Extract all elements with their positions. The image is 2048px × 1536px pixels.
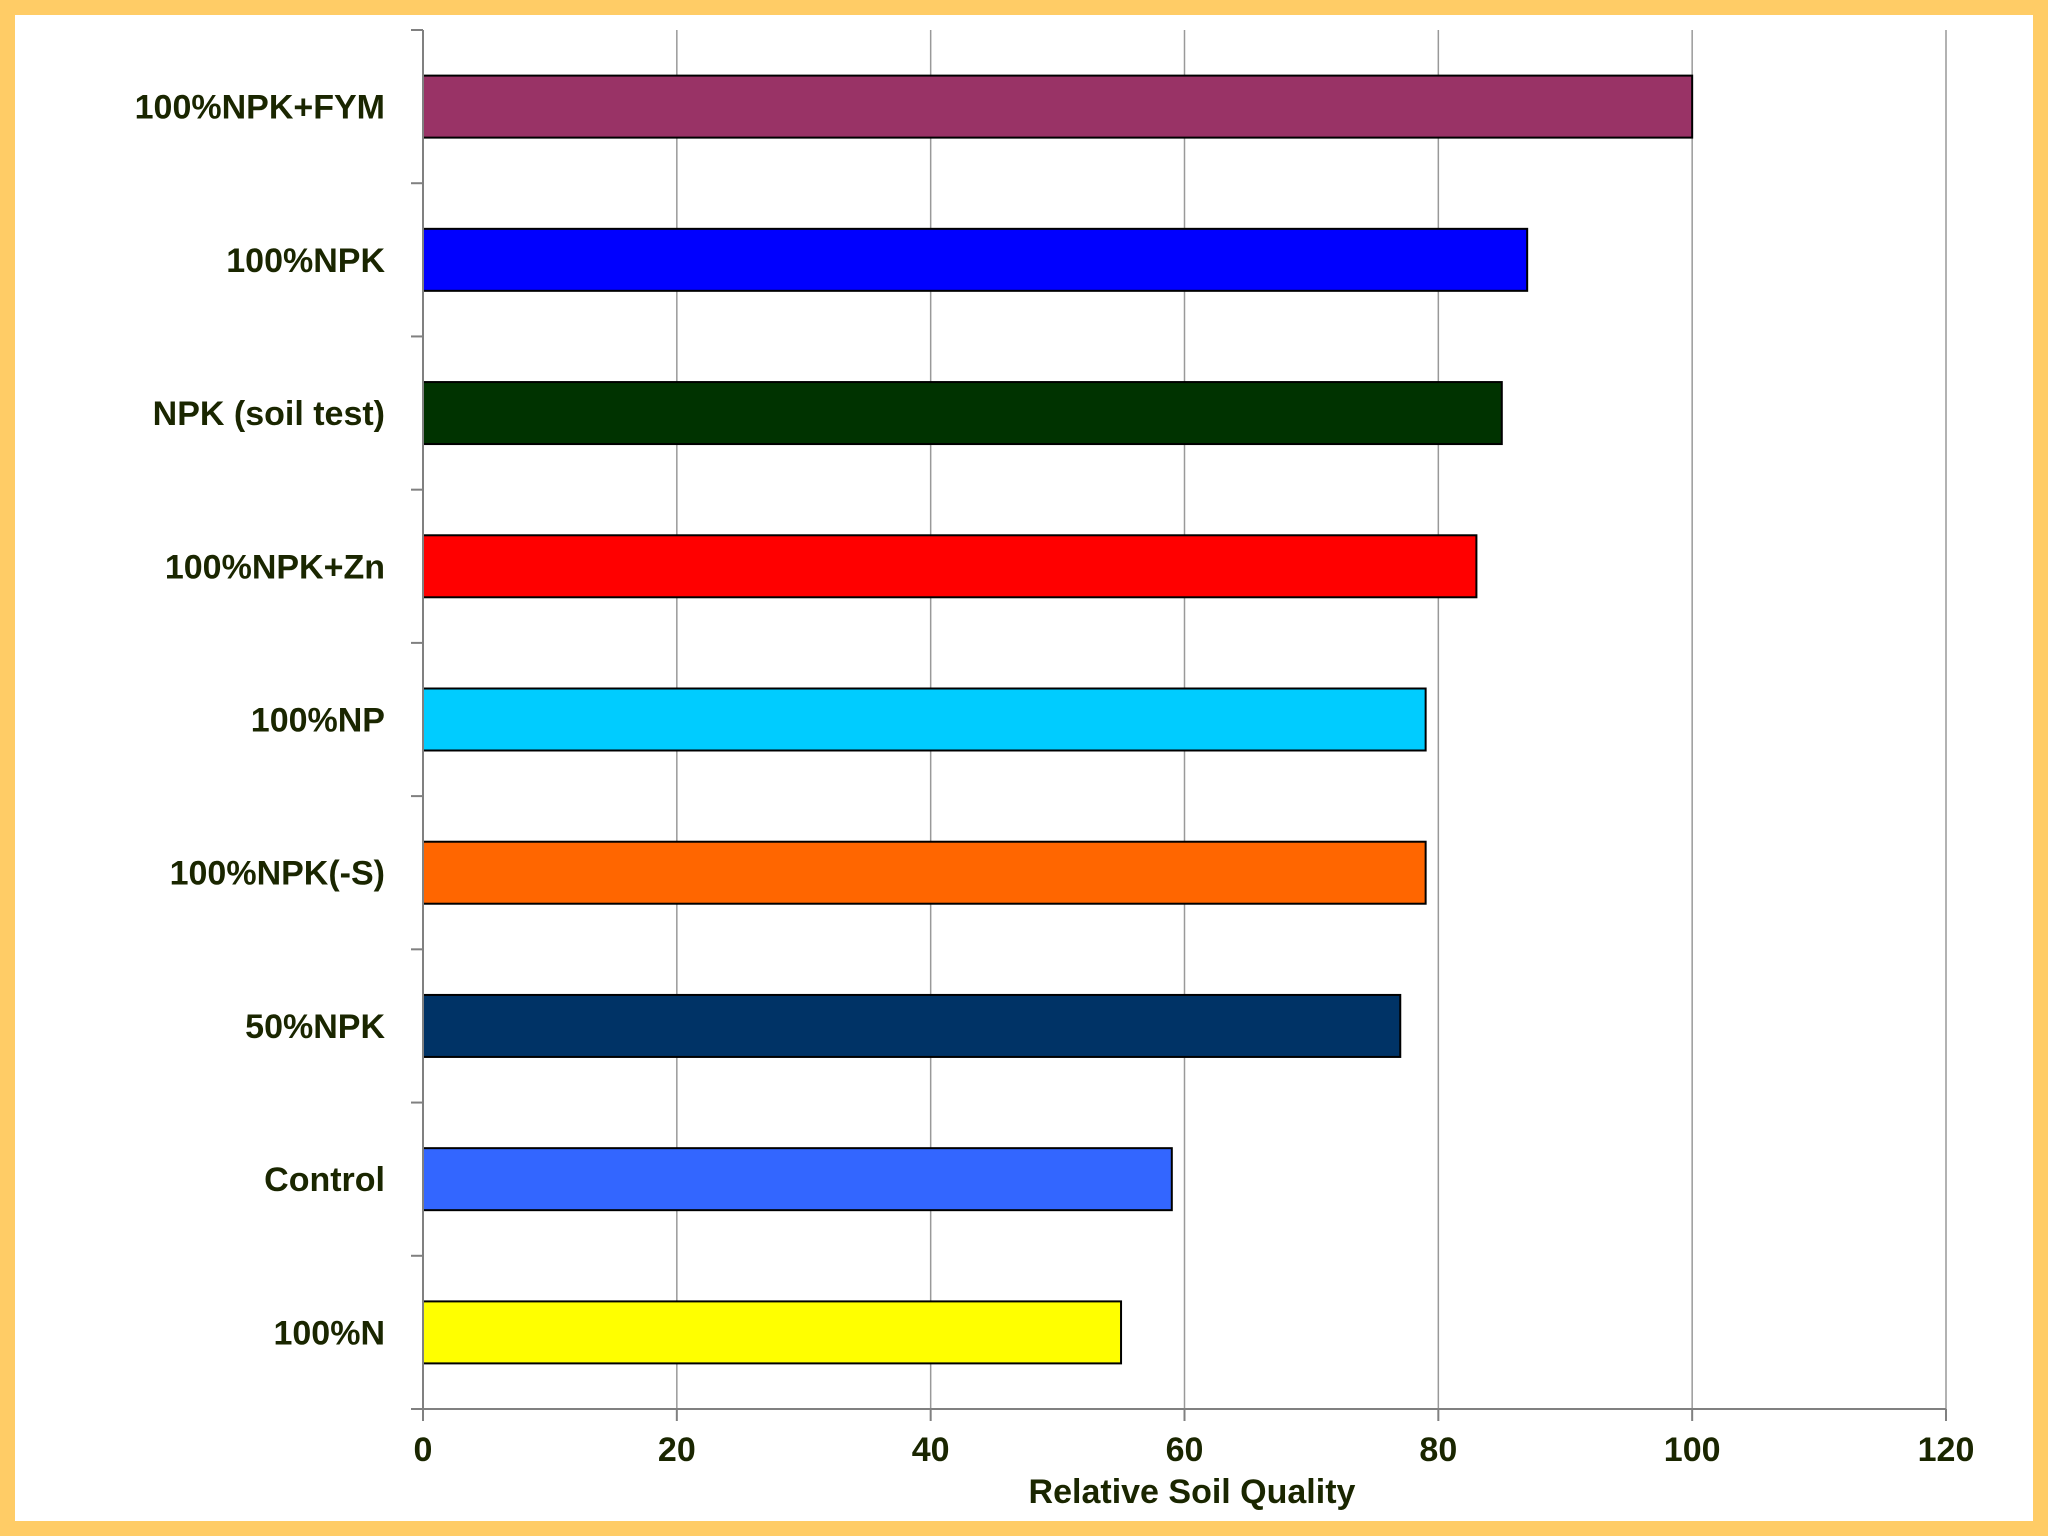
category-label-2: NPK (soil test) [153,395,385,433]
x-tick-labels: 0 20 40 60 80 100 120 [414,1431,1975,1469]
bar-3 [422,534,1478,599]
bar-4 [422,687,1427,752]
bar-0 [422,74,1694,139]
category-label-4: 100%NP [251,702,385,740]
chart-frame: 100%NPK+FYM 100%NPK NPK (soil test) 100%NPK… [15,15,2033,1521]
category-label-3: 100%NPK+Zn [165,548,385,586]
bar-1 [422,227,1529,292]
bar-8 [422,1300,1123,1365]
x-tick-label-0: 0 [414,1431,433,1469]
bar-6 [422,993,1402,1058]
axes [411,29,1947,1421]
bar-chart: 100%NPK+FYM 100%NPK NPK (soil test) 100%NPK… [135,29,1975,1511]
category-label-6: 50%NPK [245,1008,385,1046]
bars [422,74,1694,1365]
category-label-5: 100%NPK(-S) [170,855,385,893]
x-tick-label-80: 80 [1419,1431,1457,1469]
x-tick-label-20: 20 [658,1431,696,1469]
bar-7 [422,1147,1173,1212]
x-tick-label-100: 100 [1664,1431,1721,1469]
category-labels: 100%NPK+FYM 100%NPK NPK (soil test) 100%NPK… [135,89,386,1353]
category-label-7: Control [264,1161,385,1199]
category-label-8: 100%N [273,1314,385,1352]
x-axis-title: Relative Soil Quality [1029,1473,1356,1511]
x-tick-label-120: 120 [1918,1431,1975,1469]
bar-2 [422,381,1503,446]
category-label-1: 100%NPK [226,242,385,280]
bar-5 [422,840,1427,905]
category-label-0: 100%NPK+FYM [135,89,385,127]
x-tick-label-40: 40 [912,1431,950,1469]
x-tick-label-60: 60 [1166,1431,1204,1469]
